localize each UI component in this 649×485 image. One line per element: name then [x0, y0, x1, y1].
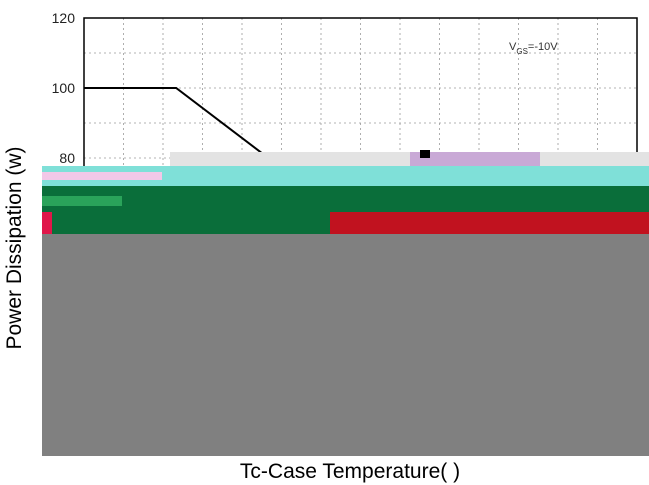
y-tick-label: 120: [52, 10, 76, 26]
corruption-strip-gray: [170, 152, 649, 166]
corrupted-image-region: [42, 150, 649, 456]
vgs-annotation: VGS=-10V: [509, 41, 558, 56]
y-tick-labels: 80 100 120: [52, 10, 76, 166]
corruption-strip-lilac: [410, 152, 540, 166]
corruption-strip-green: [42, 186, 649, 212]
corruption-strip-cyan: [42, 166, 649, 186]
corruption-block-red: [330, 212, 649, 234]
corruption-strip-lightgreen: [42, 196, 122, 206]
y-tick-label: 100: [52, 80, 76, 96]
y-tick-label: 80: [59, 150, 75, 166]
corruption-edge-magenta: [42, 212, 52, 234]
x-axis-title: Tc-Case Temperature( ): [240, 460, 460, 483]
corruption-block-green: [42, 212, 330, 234]
vgs-annotation-value: =-10V: [528, 41, 558, 53]
y-axis-title: Power Dissipation (w): [3, 146, 26, 349]
corruption-block-gray: [42, 234, 649, 456]
vgs-annotation-main: V: [509, 41, 517, 53]
corruption-block-dark: [420, 150, 430, 158]
vgs-annotation-sub: GS: [516, 47, 528, 56]
corruption-strip-pink: [42, 172, 162, 180]
